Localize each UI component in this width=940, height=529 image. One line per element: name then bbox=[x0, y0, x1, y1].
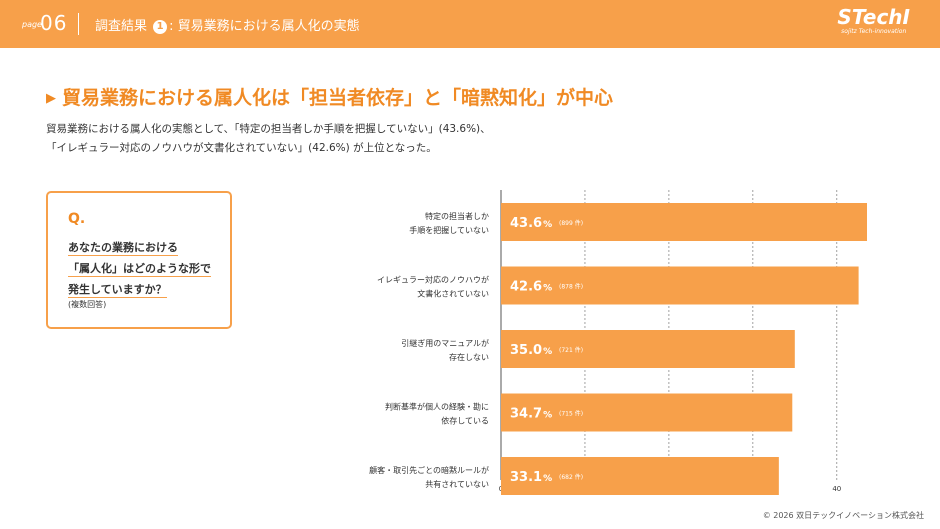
section-title-suffix: : 貿易業務における属人化の実態 bbox=[169, 19, 360, 34]
header-bar: page 06 調査結果 1: 貿易業務における属人化の実態 STechI so… bbox=[0, 0, 940, 48]
category-label: 依存している bbox=[441, 416, 489, 426]
data-label: 34.7% bbox=[510, 407, 552, 422]
headline: ▶ 貿易業務における属人化は「担当者依存」と「暗黙知化」が中心 bbox=[46, 83, 613, 110]
bar bbox=[501, 457, 779, 495]
count-label: (682 件) bbox=[559, 473, 583, 481]
x-tick-label: 40 bbox=[832, 485, 841, 493]
category-label: 特定の担当者しか bbox=[425, 211, 489, 221]
question-line-2: 「属人化」はどのような形で bbox=[68, 262, 211, 277]
page-word: page bbox=[22, 20, 42, 29]
category-label: 共有されていない bbox=[425, 479, 489, 489]
category-label: 引継ぎ用のマニュアルが bbox=[401, 338, 489, 348]
logo-tagline: sojitz Tech-innovation bbox=[841, 28, 907, 35]
count-label: (721 件) bbox=[559, 346, 583, 354]
category-label: 手順を把握していない bbox=[409, 225, 489, 235]
category-label: 判断基準が個人の経験・勘に bbox=[385, 402, 489, 412]
category-label: 顧客・取引先ごとの暗黙ルールが bbox=[369, 465, 489, 475]
count-label: (715 件) bbox=[559, 410, 583, 418]
section-title: 調査結果 1: 貿易業務における属人化の実態 bbox=[95, 15, 360, 34]
category-label: イレギュラー対応のノウハウが bbox=[377, 275, 489, 285]
triangle-bullet-icon: ▶ bbox=[46, 91, 56, 106]
headline-text: 貿易業務における属人化は「担当者依存」と「暗黙知化」が中心 bbox=[62, 87, 614, 109]
question-mark: Q. bbox=[68, 211, 86, 227]
question-line-1: あなたの業務における bbox=[68, 241, 178, 256]
logo-wordmark: STechI bbox=[837, 5, 910, 29]
section-title-prefix: 調査結果 bbox=[95, 19, 148, 34]
summary-text: 貿易業務における属人化の実態として、「特定の担当者しか手順を把握していない」(4… bbox=[46, 120, 491, 158]
page-number: 06 bbox=[40, 11, 68, 35]
question-text: あなたの業務における 「属人化」はどのような形で 発生していますか？ bbox=[68, 237, 211, 300]
question-note: (複数回答) bbox=[68, 300, 107, 309]
bar bbox=[501, 203, 867, 241]
data-label: 43.6% bbox=[510, 216, 552, 231]
count-label: (878 件) bbox=[559, 283, 583, 291]
question-line-3: 発生していますか？ bbox=[68, 283, 167, 298]
category-label: 存在しない bbox=[449, 352, 489, 362]
data-label: 35.0% bbox=[510, 343, 552, 358]
section-number-badge: 1 bbox=[153, 20, 168, 34]
bar bbox=[501, 330, 795, 368]
copyright: © 2026 双日テックイノベーション株式会社 bbox=[762, 511, 924, 520]
bar bbox=[501, 266, 859, 305]
summary-line-1: 貿易業務における属人化の実態として、「特定の担当者しか手順を把握していない」(4… bbox=[46, 123, 491, 135]
bar bbox=[501, 393, 793, 432]
summary-line-2: 「イレギュラー対応のノウハウが文書化されていない」(42.6%) が上位となった… bbox=[46, 142, 437, 154]
company-logo: STechI sojitz Tech-innovation bbox=[837, 6, 910, 36]
data-label: 33.1% bbox=[510, 470, 552, 485]
question-box: Q. あなたの業務における 「属人化」はどのような形で 発生していますか？ (複… bbox=[46, 191, 232, 329]
count-label: (899 件) bbox=[559, 219, 583, 227]
header-divider bbox=[78, 13, 79, 35]
category-label: 文書化されていない bbox=[417, 289, 489, 299]
data-label: 42.6% bbox=[510, 280, 552, 295]
